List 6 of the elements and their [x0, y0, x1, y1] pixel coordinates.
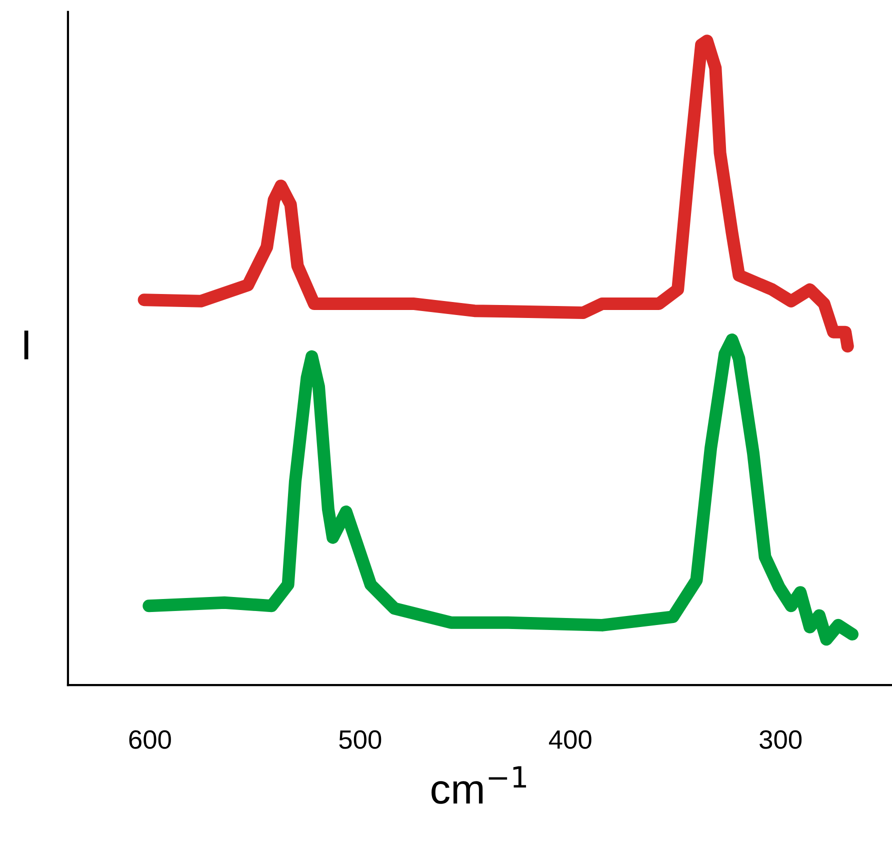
x-tick-label: 600	[129, 730, 171, 749]
x-tick-label: 500	[339, 730, 382, 749]
y-axis-title: I	[24, 330, 28, 360]
x-axis-title: cm$^{−1}$	[432, 766, 526, 804]
x-tick-label: 300	[760, 730, 802, 749]
x-tick-label: 400	[548, 730, 592, 749]
